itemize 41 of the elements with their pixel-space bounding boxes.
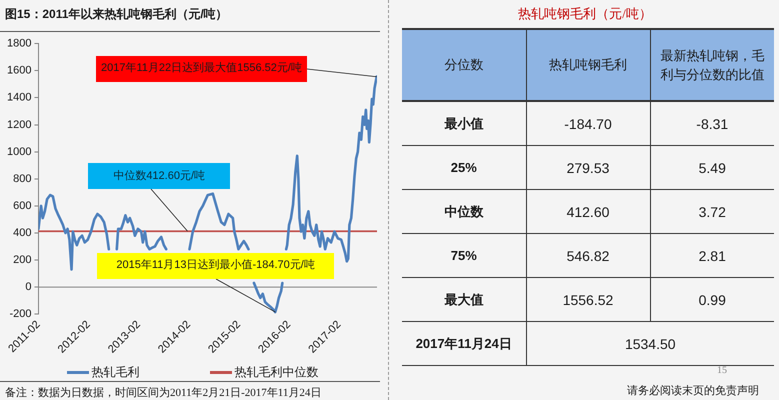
- data-label: -8.31: [650, 101, 774, 146]
- data-label: 1556.52: [526, 278, 650, 322]
- text: 最新热轧吨钢，毛利与分位数的比值: [650, 29, 774, 101]
- y-tick-label: 400: [13, 226, 32, 239]
- y-tick-label: 1000: [6, 146, 32, 158]
- chart-title: 图15：2011年以来热轧吨钢毛利（元/吨）: [5, 6, 228, 23]
- y-tick-label: 200: [13, 254, 32, 266]
- category-label: 25%: [402, 146, 526, 190]
- category-label: 最小值: [402, 101, 526, 146]
- data-label: 546.82: [526, 234, 650, 278]
- data-label: 412.60: [526, 190, 650, 234]
- y-tick-label: 1800: [6, 38, 32, 50]
- legend-label: 热轧毛利: [92, 364, 140, 381]
- data-label: 5.49: [650, 146, 774, 190]
- data-label: 1534.50: [526, 322, 774, 366]
- y-tick-label: 1200: [6, 118, 32, 131]
- text: 备注：数据为日数据，时间区间为2011年2月21日-2017年11月24日: [5, 386, 322, 400]
- y-tick-label: -200: [9, 308, 32, 320]
- text: 热轧吨钢毛利（元/吨）: [517, 5, 653, 23]
- category-label: 最大值: [402, 278, 526, 322]
- y-tick-label: 800: [13, 172, 32, 185]
- category-label: 2017年11月24日: [402, 322, 526, 366]
- annotation: 2015年11月13日达到最小值-184.70元/吨: [116, 259, 315, 272]
- annotation: 2017年11月22日达到最大值1556.52元/吨: [101, 62, 302, 76]
- annotation: 中位数412.60元/吨: [113, 170, 206, 183]
- text: 热轧吨钢毛利: [526, 29, 650, 101]
- y-tick-label: 1600: [6, 64, 32, 77]
- y-tick-label: 0: [25, 281, 32, 294]
- text: 请务必阅读末页的免责声明: [627, 384, 759, 398]
- legend-label: 热轧毛利中位数: [234, 364, 318, 381]
- category-label: 75%: [402, 234, 526, 278]
- y-tick-label: 600: [13, 200, 32, 212]
- y-tick-label: 1400: [6, 92, 32, 104]
- data-label: 3.72: [650, 190, 774, 234]
- data-label: 279.53: [526, 146, 650, 190]
- data-label: 2.81: [650, 234, 774, 278]
- data-label: -184.70: [526, 101, 650, 146]
- data-label: 0.99: [650, 278, 774, 322]
- text: 15: [717, 365, 727, 376]
- category-label: 中位数: [402, 190, 526, 234]
- text: 分位数: [402, 29, 526, 101]
